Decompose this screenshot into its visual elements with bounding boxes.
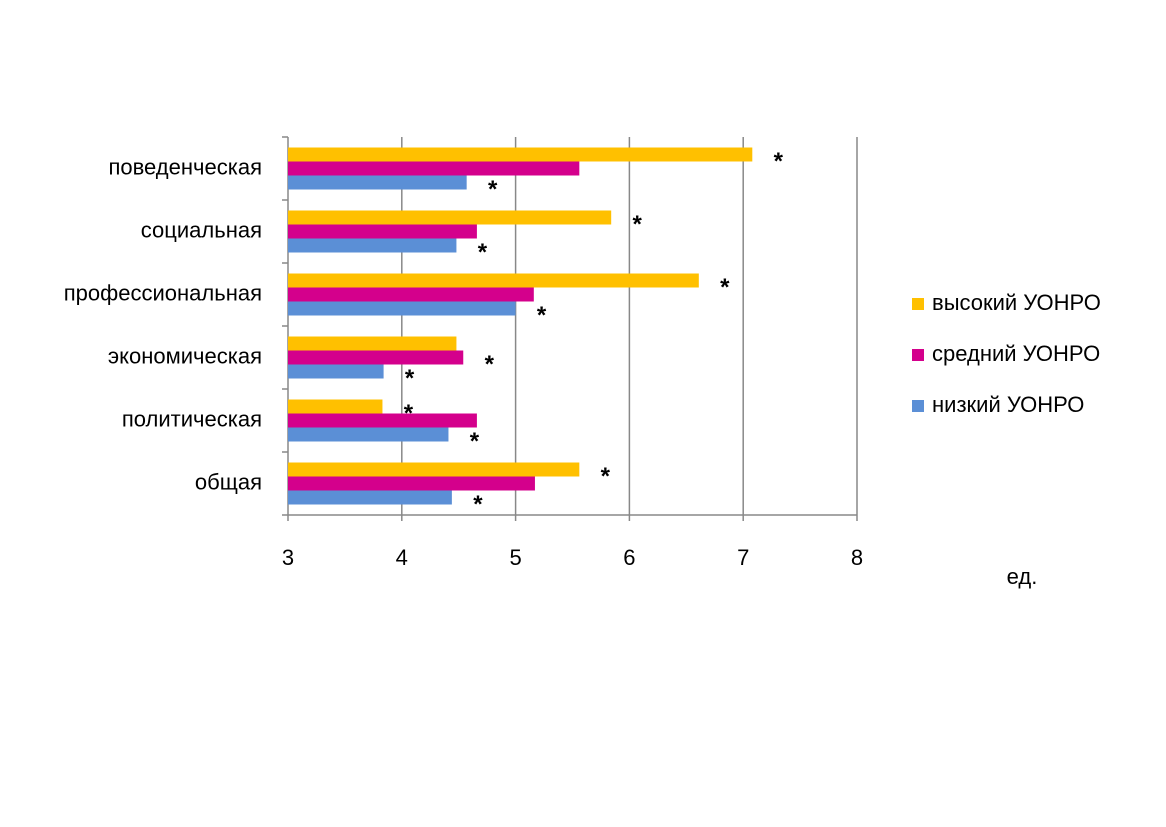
y-tick-label: общая [195,469,262,494]
bar [288,301,516,316]
significance-mark: * [404,400,414,427]
significance-mark: * [633,211,643,238]
bar [288,399,383,414]
bar [288,287,534,302]
bar [288,364,384,379]
bar [288,490,452,505]
significance-mark: * [473,491,483,518]
y-tick-label: экономическая [108,343,262,368]
legend-label: низкий УОНРО [932,392,1084,417]
significance-mark: * [774,148,784,175]
legend-swatch [912,349,924,361]
x-tick-label: 7 [737,545,749,570]
significance-mark: * [488,176,498,203]
significance-mark: * [405,365,415,392]
legend-swatch [912,400,924,412]
bar [288,336,457,351]
significance-mark: * [601,463,611,490]
significance-mark: * [720,274,730,301]
bar [288,462,580,477]
x-tick-label: 3 [282,545,294,570]
bar [288,350,464,365]
x-tick-label: 5 [509,545,521,570]
significance-mark: * [470,428,480,455]
y-tick-label: политическая [122,406,262,431]
y-tick-label: профессиональная [64,280,262,305]
x-tick-label: 8 [851,545,863,570]
bar [288,175,467,190]
legend-label: средний УОНРО [932,341,1100,366]
significance-mark: * [478,239,488,266]
bar [288,147,753,162]
bar [288,427,449,442]
significance-mark: * [537,302,547,329]
x-tick-label: 6 [623,545,635,570]
legend-swatch [912,298,924,310]
y-tick-label: социальная [141,217,262,242]
bar [288,224,477,239]
bar [288,210,612,225]
bar [288,238,457,253]
bar [288,273,699,288]
bar [288,161,580,176]
x-tick-label: 4 [396,545,408,570]
bar [288,476,535,491]
x-axis-label: ед. [1007,564,1038,589]
y-tick-label: поведенческая [108,154,262,179]
significance-mark: * [485,351,495,378]
bar [288,413,477,428]
legend-label: высокий УОНРО [932,290,1101,315]
